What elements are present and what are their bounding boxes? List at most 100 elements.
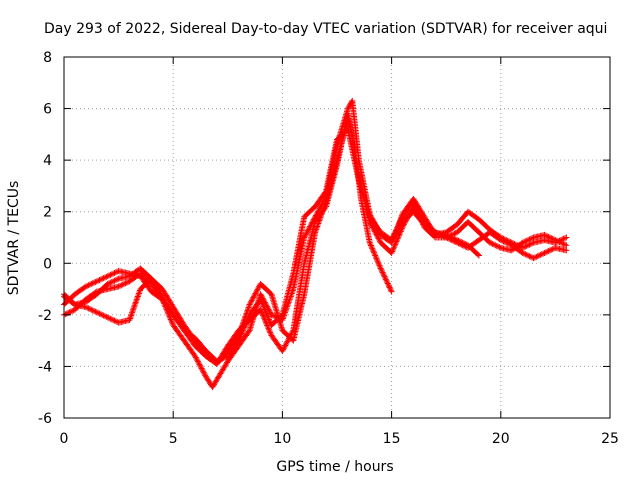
data-point-trail [308, 220, 315, 227]
data-point [530, 255, 537, 262]
data-point-trail [239, 329, 246, 336]
data-point-trail [86, 281, 93, 288]
data-point-trail [266, 326, 273, 333]
data-point-trail [367, 241, 374, 248]
y-axis-label: SDTVAR / TECUs [6, 181, 22, 296]
data-point-trail [261, 304, 268, 311]
data-point-trail [132, 299, 139, 306]
data-point-trail [548, 246, 555, 253]
data-point-trail [222, 354, 229, 361]
data-point-trail [63, 310, 70, 317]
data-point-trail [280, 345, 287, 352]
data-point-trail [95, 277, 102, 284]
data-point [312, 213, 319, 220]
data-point-trail [368, 243, 375, 250]
data-point-trail [411, 201, 418, 208]
data-point-trail [459, 242, 466, 249]
x-tick-label: 20 [492, 431, 510, 447]
data-point-trail [197, 362, 204, 369]
data-point-trail [242, 321, 249, 328]
data-point-trail [285, 335, 292, 342]
data-point-trail [529, 240, 536, 247]
data-point [82, 283, 89, 290]
data-point-trail [315, 208, 322, 215]
data-point-trail [546, 234, 553, 241]
data-point-trail [194, 358, 201, 365]
data-point-trail [111, 277, 118, 284]
data-point-trail [452, 239, 459, 246]
data-point-trail [254, 286, 261, 293]
data-point-trail [411, 199, 418, 206]
data-point-trail [266, 328, 273, 335]
data-point [257, 296, 264, 303]
data-point-trail [369, 246, 376, 253]
data-point-trail [561, 235, 568, 242]
data-point-trail [412, 204, 419, 211]
data-point-trail [441, 233, 448, 240]
data-point-trail [251, 293, 258, 300]
data-point-trail [556, 239, 563, 246]
data-point-trail [315, 206, 322, 213]
data-point-trail [391, 242, 398, 249]
data-point-trail [127, 315, 134, 322]
data-point-trail [262, 307, 269, 314]
data-point-trail [322, 204, 329, 211]
data-point-trail [370, 248, 377, 255]
data-point-trail [114, 276, 121, 283]
data-point-trail [376, 262, 383, 269]
data-point-trail [134, 293, 141, 300]
data-point-trail [284, 338, 291, 345]
y-tick-label: 0 [43, 256, 52, 272]
data-point-trail [220, 355, 227, 362]
data-point-trail [131, 302, 138, 309]
data-point-trail [314, 209, 321, 216]
data-points [61, 97, 570, 391]
data-point-trail [433, 229, 440, 236]
data-point-trail [217, 356, 224, 363]
data-point-trail [99, 275, 106, 282]
data-point-trail [526, 253, 533, 260]
data-point-trail [243, 319, 250, 326]
data-point-trail [375, 259, 382, 266]
data-point [377, 265, 384, 272]
data-point-trail [259, 300, 266, 307]
data-point-trail [369, 245, 376, 252]
data-point-trail [108, 271, 115, 278]
data-point-trail [322, 189, 329, 196]
data-point-trail [200, 369, 207, 376]
data-point [486, 239, 493, 246]
data-point-trail [285, 336, 292, 343]
data-point-trail [240, 326, 247, 333]
data-point-trail [112, 318, 119, 325]
data-point-trail [245, 328, 252, 335]
data-point [541, 249, 548, 256]
axis-ticks [63, 56, 611, 419]
data-point-trail [536, 252, 543, 259]
data-point-trail [460, 242, 467, 249]
data-point-trail [503, 239, 510, 246]
data-point-trail [244, 307, 251, 314]
data-point-trail [379, 269, 386, 276]
data-point-trail [247, 300, 254, 307]
data-point-trail [396, 231, 403, 238]
data-point-trail [412, 202, 419, 209]
data-point-trail [89, 307, 96, 314]
data-point [541, 231, 548, 238]
data-point-trail [92, 308, 99, 315]
data-point-trail [111, 269, 118, 276]
chart-title: Day 293 of 2022, Sidereal Day-to-day VTE… [44, 21, 607, 37]
data-point-trail [451, 230, 458, 237]
data-point-trail [62, 311, 69, 318]
data-point-trail [545, 248, 552, 255]
data-point-trail [548, 235, 555, 242]
data-point-trail [458, 241, 465, 248]
data-point [552, 237, 559, 244]
data-point-trail [88, 306, 95, 313]
data-point-trail [435, 230, 442, 237]
data-point-trail [95, 309, 102, 316]
data-point-trail [248, 297, 255, 304]
data-point-trail [310, 216, 317, 223]
data-point-trail [534, 253, 541, 260]
data-point-trail [135, 291, 142, 298]
data-point-trail [380, 272, 387, 279]
